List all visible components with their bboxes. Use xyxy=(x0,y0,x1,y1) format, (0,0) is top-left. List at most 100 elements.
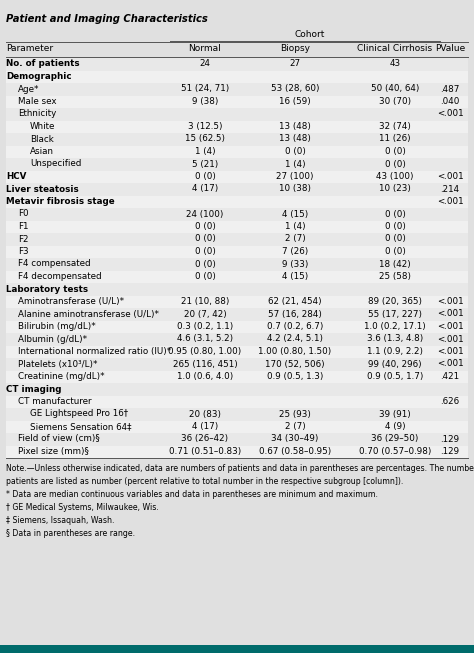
Text: 15 (62.5): 15 (62.5) xyxy=(185,135,225,144)
Text: 4 (15): 4 (15) xyxy=(282,210,308,219)
Text: 265 (116, 451): 265 (116, 451) xyxy=(173,360,237,368)
Text: 4 (17): 4 (17) xyxy=(192,422,218,431)
Bar xyxy=(6,195,468,208)
Text: 170 (52, 506): 170 (52, 506) xyxy=(265,360,325,368)
Text: Parameter: Parameter xyxy=(6,44,53,53)
Bar xyxy=(6,108,468,121)
Bar xyxy=(6,158,468,170)
Text: 0 (0): 0 (0) xyxy=(384,222,405,231)
Text: <.001: <.001 xyxy=(437,360,463,368)
Text: 1 (4): 1 (4) xyxy=(285,222,305,231)
Text: <.001: <.001 xyxy=(437,197,463,206)
Text: 30 (70): 30 (70) xyxy=(379,97,411,106)
Text: 50 (40, 64): 50 (40, 64) xyxy=(371,84,419,93)
Text: .487: .487 xyxy=(440,84,460,93)
Text: Patient and Imaging Characteristics: Patient and Imaging Characteristics xyxy=(6,14,208,24)
Text: 3.6 (1.3, 4.8): 3.6 (1.3, 4.8) xyxy=(367,334,423,343)
Bar xyxy=(6,258,468,270)
Bar xyxy=(6,433,468,445)
Text: 27 (100): 27 (100) xyxy=(276,172,314,181)
Text: <.001: <.001 xyxy=(437,334,463,343)
Text: <.001: <.001 xyxy=(437,297,463,306)
Text: 9 (38): 9 (38) xyxy=(192,97,218,106)
Text: 53 (28, 60): 53 (28, 60) xyxy=(271,84,319,93)
Text: 55 (17, 227): 55 (17, 227) xyxy=(368,310,422,319)
Text: Clinical Cirrhosis: Clinical Cirrhosis xyxy=(357,44,433,53)
Text: Laboratory tests: Laboratory tests xyxy=(6,285,88,293)
Text: Cohort: Cohort xyxy=(295,30,325,39)
Bar xyxy=(6,383,468,396)
Text: Unspecified: Unspecified xyxy=(30,159,82,168)
Text: 36 (26–42): 36 (26–42) xyxy=(182,434,228,443)
Text: F4 compensated: F4 compensated xyxy=(18,259,91,268)
Bar xyxy=(6,221,468,233)
Text: 0 (0): 0 (0) xyxy=(384,247,405,256)
Text: Bilirubin (mg/dL)*: Bilirubin (mg/dL)* xyxy=(18,322,96,331)
Text: 43 (100): 43 (100) xyxy=(376,172,414,181)
Text: <.001: <.001 xyxy=(437,172,463,181)
Text: 9 (33): 9 (33) xyxy=(282,259,308,268)
Text: Platelets (x10³/L)*: Platelets (x10³/L)* xyxy=(18,360,98,368)
Text: CT imaging: CT imaging xyxy=(6,385,62,394)
Text: 10 (38): 10 (38) xyxy=(279,185,311,193)
Text: Note.—Unless otherwise indicated, data are numbers of patients and data in paren: Note.—Unless otherwise indicated, data a… xyxy=(6,464,474,473)
Text: 0.70 (0.57–0.98): 0.70 (0.57–0.98) xyxy=(359,447,431,456)
Text: 0 (0): 0 (0) xyxy=(194,234,216,244)
Text: 1.1 (0.9, 2.2): 1.1 (0.9, 2.2) xyxy=(367,347,423,356)
Bar xyxy=(6,83,468,95)
Text: 7 (26): 7 (26) xyxy=(282,247,308,256)
Text: Ethnicity: Ethnicity xyxy=(18,110,56,118)
Text: 4.6 (3.1, 5.2): 4.6 (3.1, 5.2) xyxy=(177,334,233,343)
Text: GE Lightspeed Pro 16†: GE Lightspeed Pro 16† xyxy=(30,409,128,419)
Text: 2 (7): 2 (7) xyxy=(284,422,305,431)
Text: Asian: Asian xyxy=(30,147,54,156)
Text: .129: .129 xyxy=(440,447,460,456)
Text: .040: .040 xyxy=(440,97,460,106)
Text: 21 (10, 88): 21 (10, 88) xyxy=(181,297,229,306)
Bar xyxy=(6,183,468,195)
Text: 16 (59): 16 (59) xyxy=(279,97,311,106)
Bar xyxy=(6,345,468,358)
Text: 0 (0): 0 (0) xyxy=(284,147,305,156)
Text: International normalized ratio (IU)*: International normalized ratio (IU)* xyxy=(18,347,171,356)
Text: F0: F0 xyxy=(18,210,28,219)
Text: Male sex: Male sex xyxy=(18,97,56,106)
Text: 24: 24 xyxy=(200,59,210,69)
Text: 0 (0): 0 (0) xyxy=(384,210,405,219)
Text: 1.0 (0.6, 4.0): 1.0 (0.6, 4.0) xyxy=(177,372,233,381)
Text: 20 (83): 20 (83) xyxy=(189,409,221,419)
Bar xyxy=(6,370,468,383)
Bar xyxy=(6,308,468,321)
Bar xyxy=(0,645,474,653)
Text: 3 (12.5): 3 (12.5) xyxy=(188,122,222,131)
Text: 43: 43 xyxy=(390,59,401,69)
Text: F4 decompensated: F4 decompensated xyxy=(18,272,101,281)
Text: 0 (0): 0 (0) xyxy=(384,159,405,168)
Text: 57 (16, 284): 57 (16, 284) xyxy=(268,310,322,319)
Text: Creatinine (mg/dL)*: Creatinine (mg/dL)* xyxy=(18,372,105,381)
Text: 51 (24, 71): 51 (24, 71) xyxy=(181,84,229,93)
Text: Liver steatosis: Liver steatosis xyxy=(6,185,79,193)
Text: No. of patients: No. of patients xyxy=(6,59,80,69)
Text: 24 (100): 24 (100) xyxy=(186,210,224,219)
Bar xyxy=(6,233,468,246)
Text: 11 (26): 11 (26) xyxy=(379,135,411,144)
Text: 0 (0): 0 (0) xyxy=(194,222,216,231)
Bar xyxy=(6,208,468,221)
Text: 27: 27 xyxy=(290,59,301,69)
Text: 0 (0): 0 (0) xyxy=(194,259,216,268)
Text: .421: .421 xyxy=(440,372,460,381)
Text: 4.2 (2.4, 5.1): 4.2 (2.4, 5.1) xyxy=(267,334,323,343)
Text: 0.7 (0.2, 6.7): 0.7 (0.2, 6.7) xyxy=(267,322,323,331)
Text: <.001: <.001 xyxy=(437,347,463,356)
Bar xyxy=(6,170,468,183)
Text: F1: F1 xyxy=(18,222,28,231)
Text: 13 (48): 13 (48) xyxy=(279,135,311,144)
Text: 5 (21): 5 (21) xyxy=(192,159,218,168)
Bar xyxy=(6,133,468,146)
Bar xyxy=(6,421,468,433)
Text: Normal: Normal xyxy=(189,44,221,53)
Text: White: White xyxy=(30,122,55,131)
Text: 1 (4): 1 (4) xyxy=(195,147,215,156)
Text: 0 (0): 0 (0) xyxy=(384,147,405,156)
